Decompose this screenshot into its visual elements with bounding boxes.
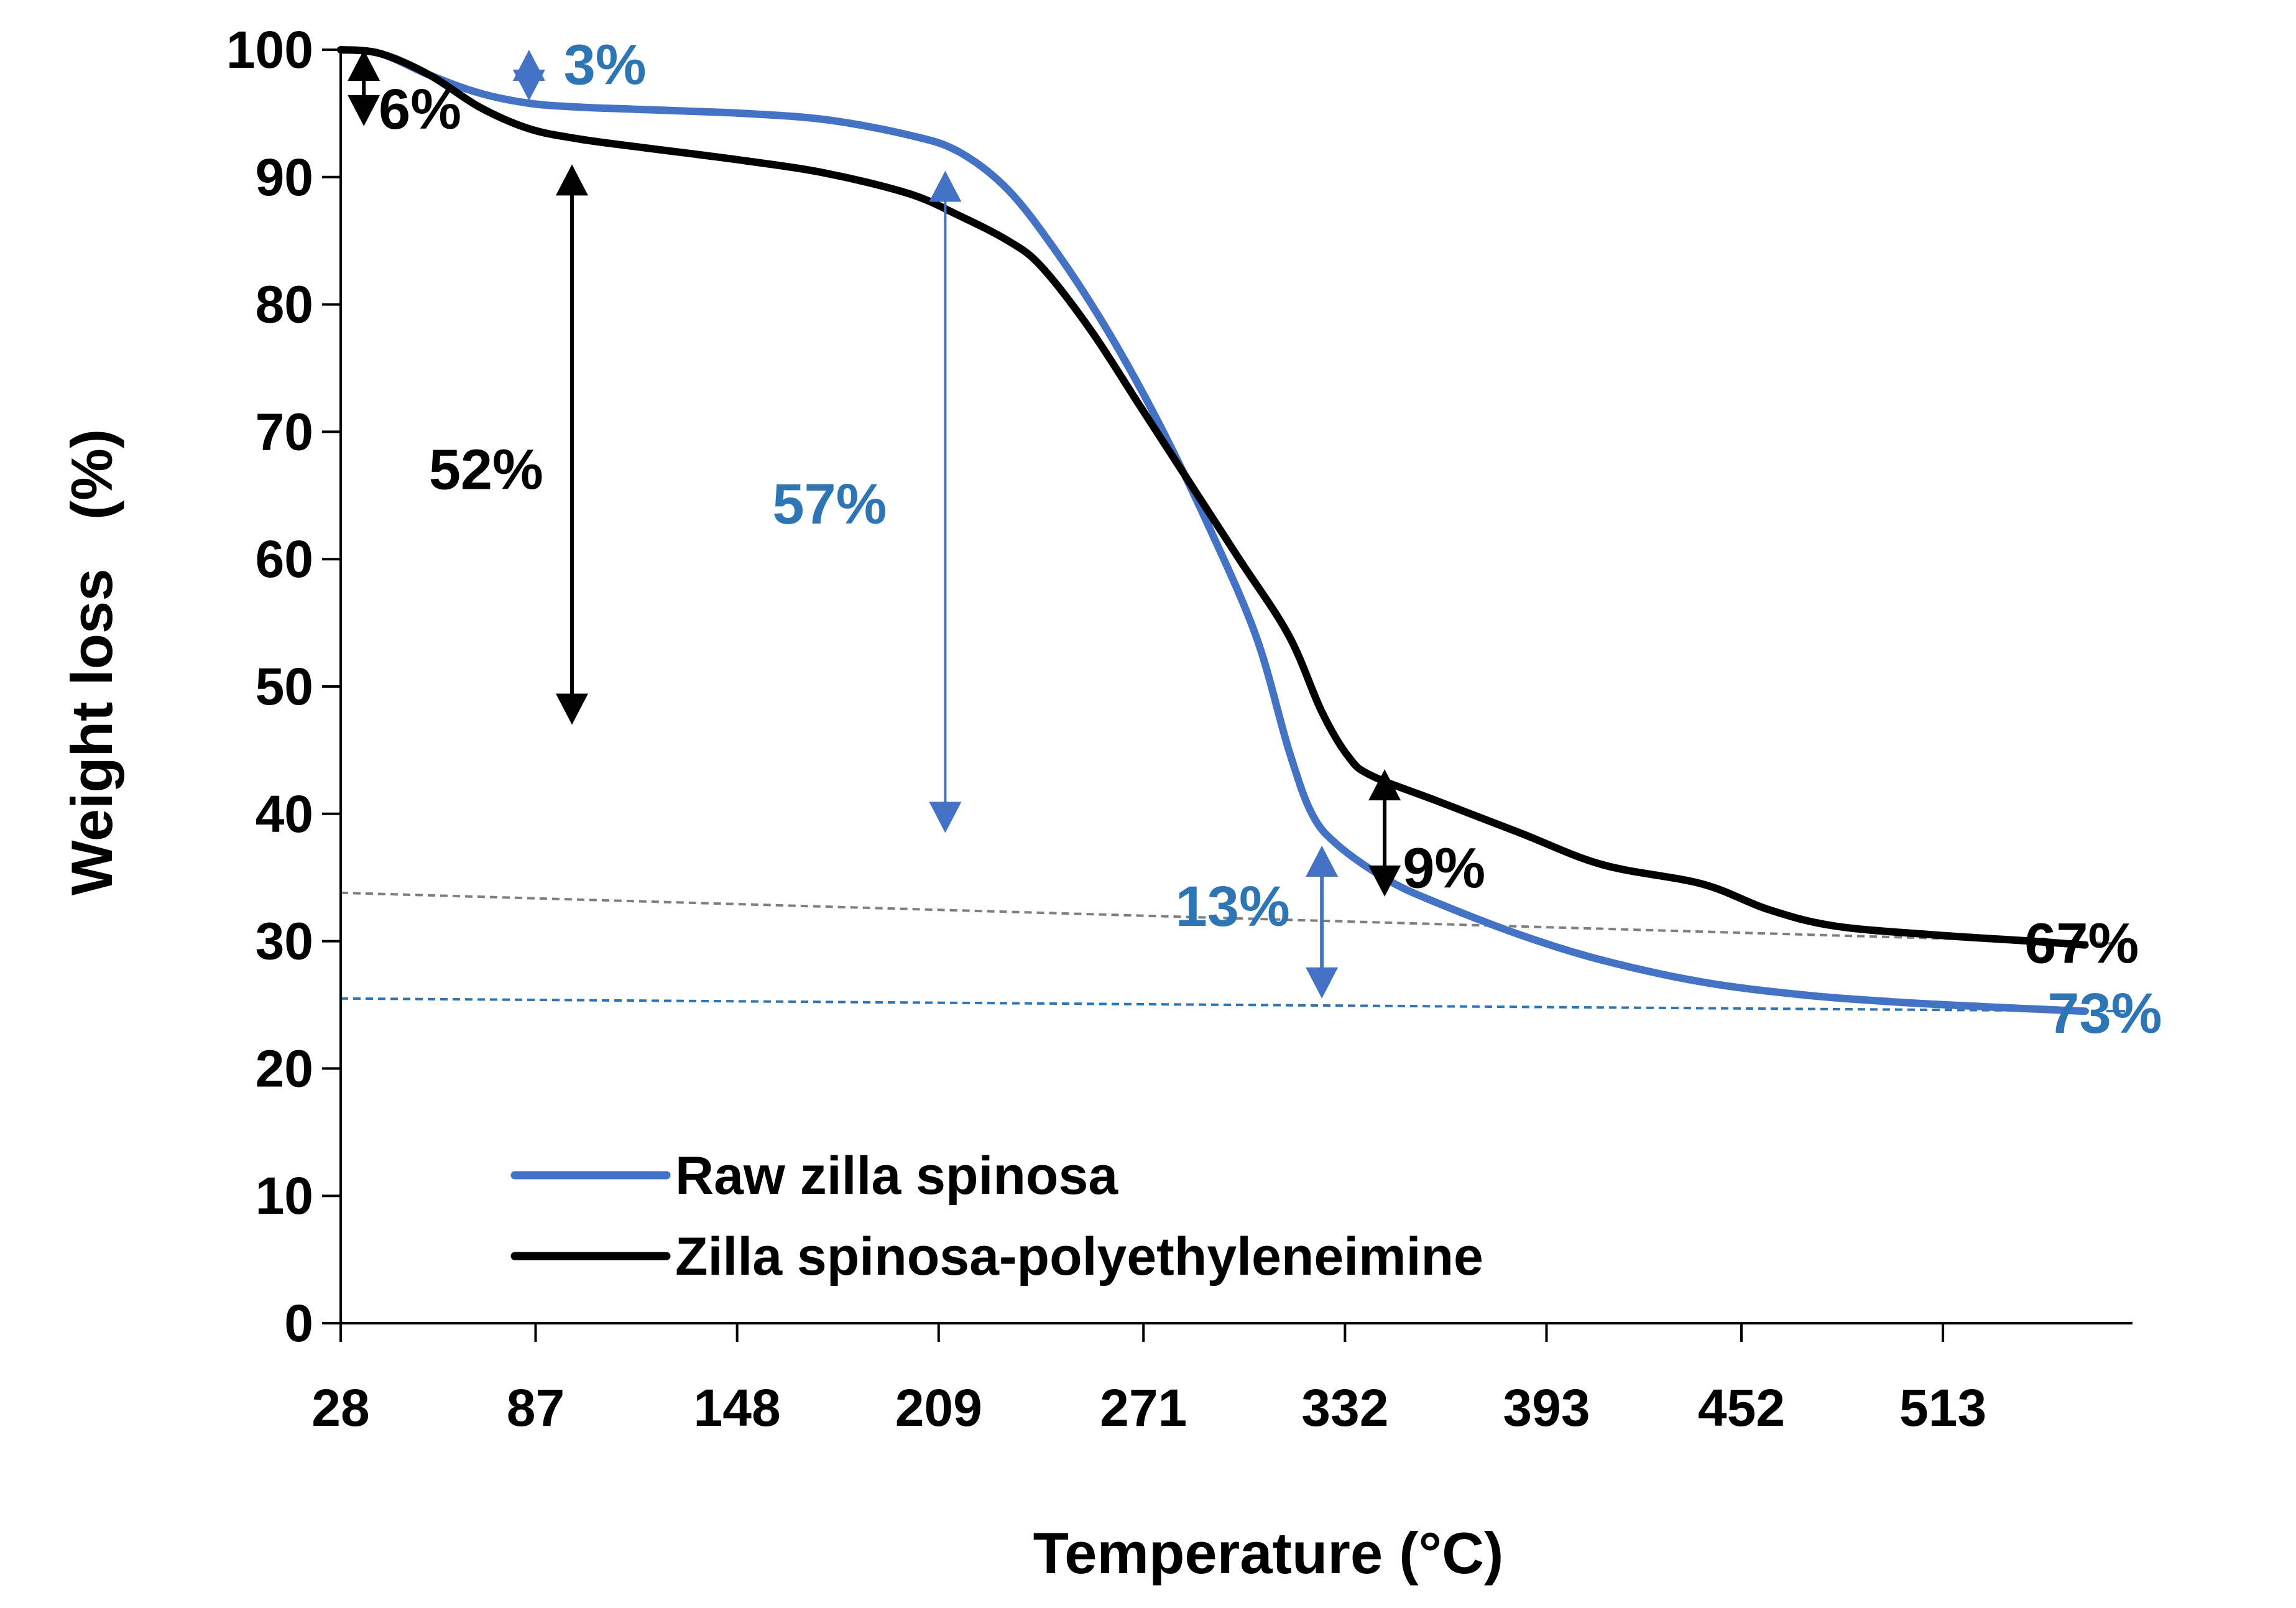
annotation-label: 52% xyxy=(429,438,543,502)
annotation-arrowhead-up xyxy=(1368,769,1401,801)
y-tick-label: 90 xyxy=(256,148,313,206)
annotation-label: 13% xyxy=(1176,875,1290,938)
y-tick-label: 60 xyxy=(256,530,313,588)
y-tick-label: 10 xyxy=(256,1167,313,1225)
annotation-arrowhead-up xyxy=(1306,846,1339,877)
x-tick-label: 393 xyxy=(1503,1379,1590,1437)
y-tick-label: 0 xyxy=(284,1294,313,1352)
ticks: 0 10 20 30 40 50 60 70 80 90 100 28 87 148 209 271 332 39… xyxy=(226,21,1986,1437)
annotation-label: 67% xyxy=(2024,912,2139,975)
series-line-raw xyxy=(337,46,2089,1015)
annotation-arrowhead-down xyxy=(929,802,962,833)
annotation-arrowhead-down xyxy=(512,69,545,101)
x-tick-label: 271 xyxy=(1100,1379,1187,1437)
x-tick-label: 87 xyxy=(507,1379,565,1437)
annotation-label: 6% xyxy=(379,78,461,141)
legend: Raw zilla spinosa Zilla spinosa-polyethy… xyxy=(510,1146,1483,1287)
y-tick-label: 80 xyxy=(256,275,313,334)
x-axis-title: Temperature (°C) xyxy=(1033,1520,1504,1586)
y-tick-label: 40 xyxy=(256,785,313,843)
y-tick-label: 50 xyxy=(256,657,313,716)
x-tick-label: 209 xyxy=(895,1379,982,1437)
annotation-arrowhead-down xyxy=(1306,967,1339,999)
annotation-label: 57% xyxy=(772,473,887,536)
axes xyxy=(339,50,2132,1324)
x-tick-label: 513 xyxy=(1899,1379,1986,1437)
x-tick-label: 332 xyxy=(1301,1379,1388,1437)
annotation-label: 9% xyxy=(1403,837,1485,900)
reference-lines xyxy=(340,891,2126,1013)
x-tick-label: 148 xyxy=(694,1379,781,1437)
legend-label-raw: Raw zilla spinosa xyxy=(675,1146,1118,1206)
series-line-pei xyxy=(337,46,2089,949)
annotation-arrowhead-up xyxy=(555,164,588,196)
y-tick-label: 20 xyxy=(256,1039,313,1097)
y-tick-label: 70 xyxy=(256,402,313,461)
annotation-arrowhead-down xyxy=(1368,865,1401,897)
series-layer xyxy=(337,46,2089,1015)
legend-label-pei: Zilla spinosa-polyethyleneimine xyxy=(675,1227,1483,1287)
annotation-arrowhead-up xyxy=(348,50,380,81)
annotation-arrowhead-up xyxy=(929,170,962,202)
x-tick-label: 28 xyxy=(311,1379,369,1437)
y-tick-label: 100 xyxy=(226,21,313,79)
annotations: 3% 6% 52% 57% 13% 9% 67% 73% xyxy=(348,33,2162,1045)
y-axis-title: Weight loss (%) xyxy=(59,429,124,895)
x-tick-label: 452 xyxy=(1698,1379,1785,1437)
annotation-arrowhead-down xyxy=(555,693,588,725)
y-tick-label: 30 xyxy=(256,912,313,971)
annotation-label: 3% xyxy=(564,33,647,96)
annotation-arrowhead-down xyxy=(348,95,380,126)
annotation-label: 73% xyxy=(2047,982,2162,1045)
raw-final-residue-line xyxy=(340,997,2126,1013)
